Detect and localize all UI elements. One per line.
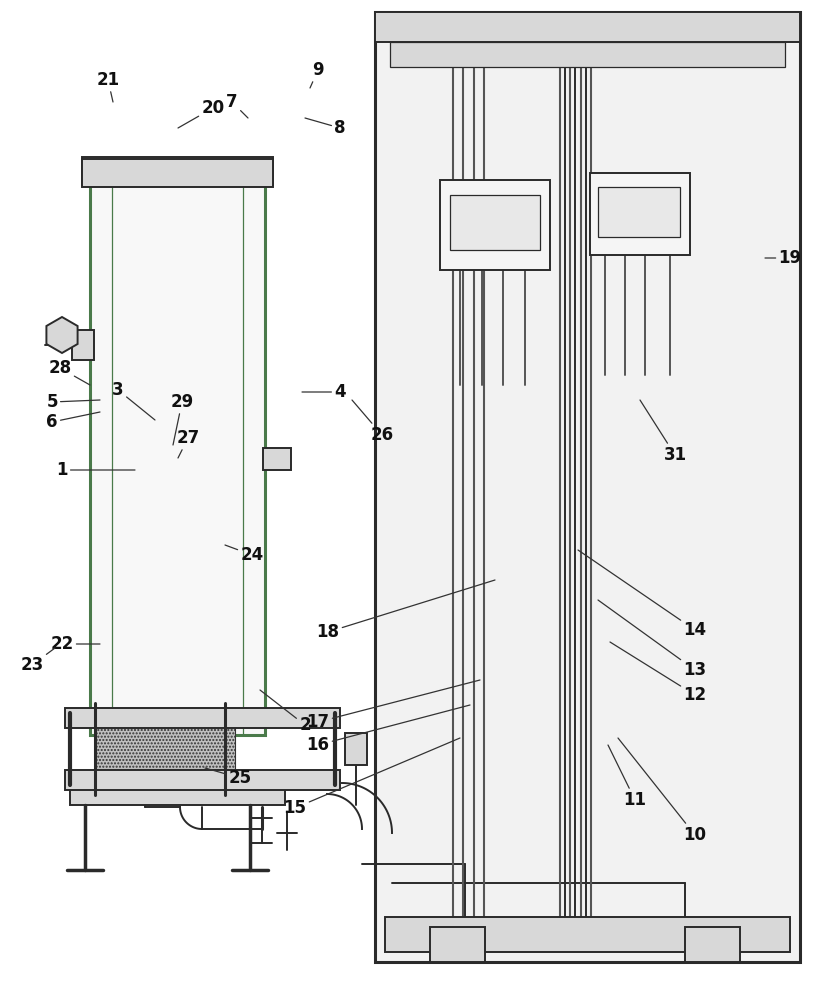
Text: 10: 10 — [618, 738, 707, 844]
Polygon shape — [47, 317, 78, 353]
Text: 4: 4 — [302, 383, 346, 401]
Text: 9: 9 — [310, 61, 323, 88]
Text: 31: 31 — [640, 400, 686, 464]
Text: 24: 24 — [225, 545, 264, 564]
Text: 17: 17 — [306, 680, 480, 731]
Bar — [440, 180, 550, 270]
Text: 23: 23 — [21, 648, 55, 674]
Bar — [82, 159, 273, 187]
Text: 14: 14 — [578, 550, 707, 639]
Text: 28: 28 — [48, 359, 90, 385]
Text: 27: 27 — [177, 429, 200, 458]
Bar — [598, 187, 680, 237]
Bar — [65, 708, 340, 728]
Text: 5: 5 — [46, 393, 100, 411]
Text: 18: 18 — [317, 580, 495, 641]
Bar — [95, 720, 235, 778]
Bar — [590, 173, 690, 255]
Text: 16: 16 — [306, 705, 470, 754]
Bar — [82, 157, 273, 185]
Text: 2: 2 — [260, 690, 311, 734]
Text: 11: 11 — [608, 745, 646, 809]
Text: 20: 20 — [178, 99, 225, 128]
Bar — [72, 330, 94, 360]
Text: 8: 8 — [305, 118, 346, 137]
Text: 29: 29 — [171, 393, 194, 445]
Text: 19: 19 — [765, 249, 801, 267]
Bar — [450, 195, 540, 250]
Bar — [65, 770, 340, 790]
Text: 22: 22 — [50, 635, 100, 653]
Bar — [375, 12, 800, 42]
Text: 13: 13 — [598, 600, 707, 679]
Text: 12: 12 — [610, 642, 707, 704]
Text: 25: 25 — [205, 768, 251, 787]
Bar — [390, 42, 785, 67]
Bar — [430, 927, 485, 962]
Bar — [345, 733, 367, 765]
Text: 21: 21 — [96, 71, 120, 102]
Text: 7: 7 — [227, 93, 248, 118]
Bar — [90, 165, 265, 735]
Bar — [263, 448, 291, 470]
Text: 15: 15 — [283, 738, 460, 817]
Bar — [685, 927, 740, 962]
Text: 26: 26 — [352, 400, 393, 444]
Bar — [385, 917, 790, 952]
Bar — [375, 12, 800, 962]
Text: 6: 6 — [46, 412, 100, 431]
Bar — [70, 783, 285, 805]
Text: 3: 3 — [112, 381, 155, 420]
Text: 1: 1 — [57, 461, 135, 479]
